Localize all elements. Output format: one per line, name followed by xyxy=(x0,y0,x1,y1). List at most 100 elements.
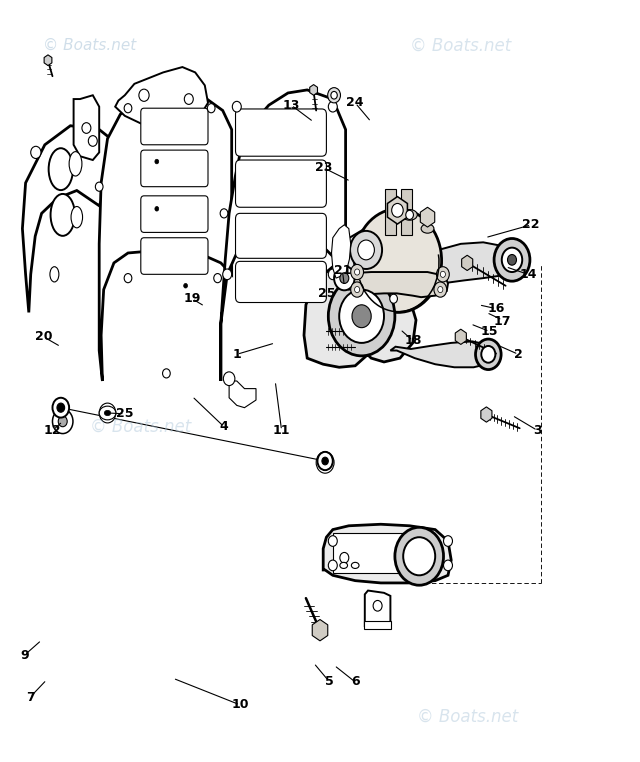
Ellipse shape xyxy=(51,194,75,236)
Text: 7: 7 xyxy=(26,690,35,704)
Circle shape xyxy=(223,269,232,280)
Bar xyxy=(364,621,391,629)
Text: 15: 15 xyxy=(481,325,499,338)
Polygon shape xyxy=(221,90,346,381)
Circle shape xyxy=(328,269,337,280)
Circle shape xyxy=(52,398,69,418)
Circle shape xyxy=(82,123,91,133)
Ellipse shape xyxy=(421,224,434,233)
Text: 25: 25 xyxy=(317,287,335,300)
Circle shape xyxy=(434,282,447,297)
Ellipse shape xyxy=(50,267,59,282)
Circle shape xyxy=(390,294,397,303)
Polygon shape xyxy=(304,261,416,367)
Circle shape xyxy=(339,290,384,343)
Circle shape xyxy=(355,269,360,275)
Polygon shape xyxy=(365,591,390,629)
Circle shape xyxy=(184,94,193,104)
Circle shape xyxy=(220,209,228,218)
Text: 9: 9 xyxy=(20,648,29,662)
Text: 16: 16 xyxy=(487,302,505,315)
Polygon shape xyxy=(333,221,438,299)
Text: 1: 1 xyxy=(232,347,241,361)
Circle shape xyxy=(351,282,364,297)
Circle shape xyxy=(373,600,382,611)
Circle shape xyxy=(340,273,349,283)
Ellipse shape xyxy=(402,210,417,220)
Circle shape xyxy=(207,104,215,113)
Circle shape xyxy=(436,267,449,282)
Polygon shape xyxy=(332,225,351,278)
Ellipse shape xyxy=(340,562,348,568)
Circle shape xyxy=(95,182,103,191)
Circle shape xyxy=(155,207,159,211)
Text: 19: 19 xyxy=(183,292,201,306)
Text: 25: 25 xyxy=(116,407,134,421)
Circle shape xyxy=(444,536,452,546)
Text: 14: 14 xyxy=(519,267,537,281)
Text: 18: 18 xyxy=(404,334,422,347)
Circle shape xyxy=(52,409,73,434)
Circle shape xyxy=(328,101,337,112)
Text: 13: 13 xyxy=(282,98,300,112)
FancyBboxPatch shape xyxy=(141,150,208,187)
Ellipse shape xyxy=(49,149,73,190)
Polygon shape xyxy=(229,381,256,408)
Circle shape xyxy=(328,277,395,356)
Text: 5: 5 xyxy=(325,675,334,689)
Ellipse shape xyxy=(104,411,111,416)
Text: 12: 12 xyxy=(44,424,61,437)
Polygon shape xyxy=(115,67,208,131)
Text: 22: 22 xyxy=(522,218,540,232)
Circle shape xyxy=(395,527,444,585)
Polygon shape xyxy=(390,242,512,286)
Polygon shape xyxy=(349,272,448,297)
Circle shape xyxy=(317,452,333,470)
Polygon shape xyxy=(390,341,490,367)
Circle shape xyxy=(214,274,221,283)
Circle shape xyxy=(494,239,530,281)
Circle shape xyxy=(124,274,132,283)
Circle shape xyxy=(355,209,442,312)
Circle shape xyxy=(352,305,371,328)
FancyBboxPatch shape xyxy=(236,213,326,258)
FancyBboxPatch shape xyxy=(141,196,208,232)
Circle shape xyxy=(58,416,67,427)
Circle shape xyxy=(223,372,235,386)
Ellipse shape xyxy=(99,406,116,420)
FancyBboxPatch shape xyxy=(236,160,326,207)
Circle shape xyxy=(124,104,132,113)
Polygon shape xyxy=(323,524,451,583)
Text: 24: 24 xyxy=(346,96,364,110)
Circle shape xyxy=(328,536,337,546)
Text: © Boats.net: © Boats.net xyxy=(90,418,191,436)
Circle shape xyxy=(184,283,188,288)
Circle shape xyxy=(438,287,443,293)
Circle shape xyxy=(331,91,337,99)
Text: 3: 3 xyxy=(533,424,542,437)
Circle shape xyxy=(406,210,413,219)
Circle shape xyxy=(340,552,349,563)
Circle shape xyxy=(444,560,452,571)
Bar xyxy=(401,189,412,235)
Text: 11: 11 xyxy=(273,424,291,437)
Circle shape xyxy=(358,240,374,260)
Text: 2: 2 xyxy=(514,347,523,361)
Circle shape xyxy=(155,159,159,164)
Circle shape xyxy=(322,457,328,465)
Text: © Boats.net: © Boats.net xyxy=(410,37,511,55)
Circle shape xyxy=(57,403,65,412)
Circle shape xyxy=(316,452,334,473)
Text: 10: 10 xyxy=(231,698,249,712)
Circle shape xyxy=(392,203,403,217)
Bar xyxy=(385,189,396,235)
Circle shape xyxy=(403,537,435,575)
Circle shape xyxy=(355,287,360,293)
Polygon shape xyxy=(74,95,99,160)
Circle shape xyxy=(328,88,340,103)
Text: 17: 17 xyxy=(493,315,511,328)
Circle shape xyxy=(99,403,116,423)
Text: © Boats.net: © Boats.net xyxy=(417,707,518,725)
FancyBboxPatch shape xyxy=(236,109,326,156)
Circle shape xyxy=(139,89,149,101)
